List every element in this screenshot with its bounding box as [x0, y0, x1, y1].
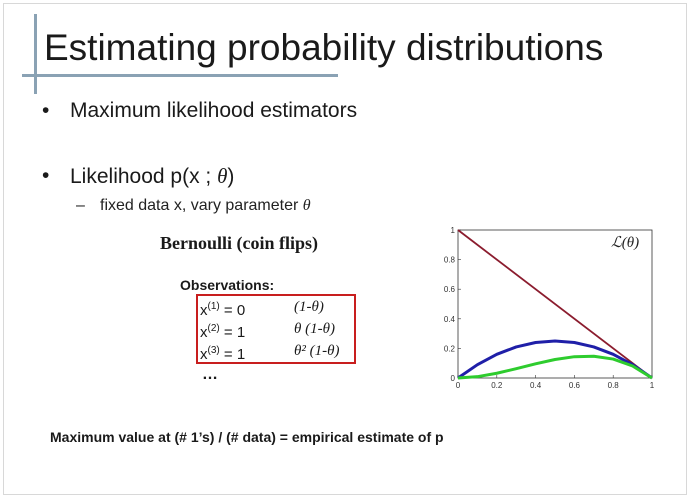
observations-label: Observations:	[180, 277, 275, 293]
y-tick-label: 0.6	[444, 285, 456, 294]
bullet-mle-text: Maximum likelihood estimators	[70, 99, 358, 122]
x-tick-label: 0	[456, 381, 461, 390]
observation-likelihood: θ (1-θ)	[294, 321, 335, 337]
y-tick-label: 0.4	[444, 315, 456, 324]
observation-lhs: x(3) = 1	[200, 342, 245, 364]
bottom-conclusion: Maximum value at (# 1’s) / (# data) = em…	[50, 429, 444, 445]
y-tick-label: 0.2	[444, 344, 456, 353]
subbullet-fixed-data: – fixed data x, vary parameter θ	[76, 196, 311, 216]
observations-ellipsis: …	[202, 366, 218, 383]
bullet-likelihood-suffix: )	[227, 165, 235, 188]
slide-frame	[3, 3, 687, 495]
observation-index: (1)	[207, 301, 220, 312]
bullet-dot: •	[42, 164, 50, 187]
y-tick-label: 0.8	[444, 256, 456, 265]
series-line-3	[457, 354, 653, 380]
observation-likelihood: (1-θ)	[294, 299, 324, 315]
x-axis: 0 0.2 0.4 0.6 0.8 1	[456, 375, 655, 390]
observation-var: x	[200, 346, 208, 363]
chart-title: ℒ(θ)	[611, 235, 639, 251]
series-line-1	[457, 229, 653, 379]
x-tick-label: 0.2	[491, 381, 503, 390]
x-tick-label: 0.4	[530, 381, 542, 390]
likelihood-chart: 0 0.2 0.4 0.6 0.8 1 0 0.2 0.4 0.6 0.8 1 ℒ(θ)	[444, 226, 655, 390]
bullet-dot: •	[42, 99, 50, 122]
y-tick-label: 1	[451, 226, 456, 235]
bernoulli-heading: Bernoulli (coin flips)	[160, 233, 319, 253]
bullet-likelihood-prefix: Likelihood p(x ;	[70, 165, 218, 188]
title-accent-vertical	[34, 14, 37, 94]
subbullet-text: fixed data x, vary parameter	[100, 197, 303, 214]
bullet-mle: • Maximum likelihood estimators	[42, 99, 358, 123]
observation-lhs: x(1) = 0	[200, 298, 245, 320]
observation-index: (3)	[207, 345, 220, 356]
observations-box: x(1) = 0 (1-θ) x(2) = 1 θ (1-θ) x(3) = 1…	[196, 294, 356, 364]
observation-likelihood: θ² (1-θ)	[294, 343, 340, 359]
observation-var: x	[200, 302, 208, 319]
observation-var: x	[200, 324, 208, 341]
observation-index: (2)	[207, 323, 220, 334]
observation-value: = 1	[219, 324, 246, 341]
observation-value: = 1	[219, 346, 246, 363]
subbullet-theta: θ	[302, 197, 311, 214]
observation-lhs: x(2) = 1	[200, 320, 245, 342]
title-accent-horizontal	[22, 74, 338, 77]
y-tick-label: 0	[451, 374, 456, 383]
subbullet-dash: –	[76, 197, 85, 214]
observation-value: = 0	[219, 302, 246, 319]
series-lines	[457, 229, 653, 380]
x-tick-label: 1	[650, 381, 655, 390]
series-line-2	[457, 339, 653, 380]
x-tick-label: 0.6	[569, 381, 581, 390]
slide-title: Estimating probability distributions	[44, 27, 604, 68]
bullet-likelihood: • Likelihood p(x ; θ)	[42, 164, 235, 189]
bullet-likelihood-theta: θ	[217, 164, 228, 188]
x-tick-label: 0.8	[608, 381, 620, 390]
